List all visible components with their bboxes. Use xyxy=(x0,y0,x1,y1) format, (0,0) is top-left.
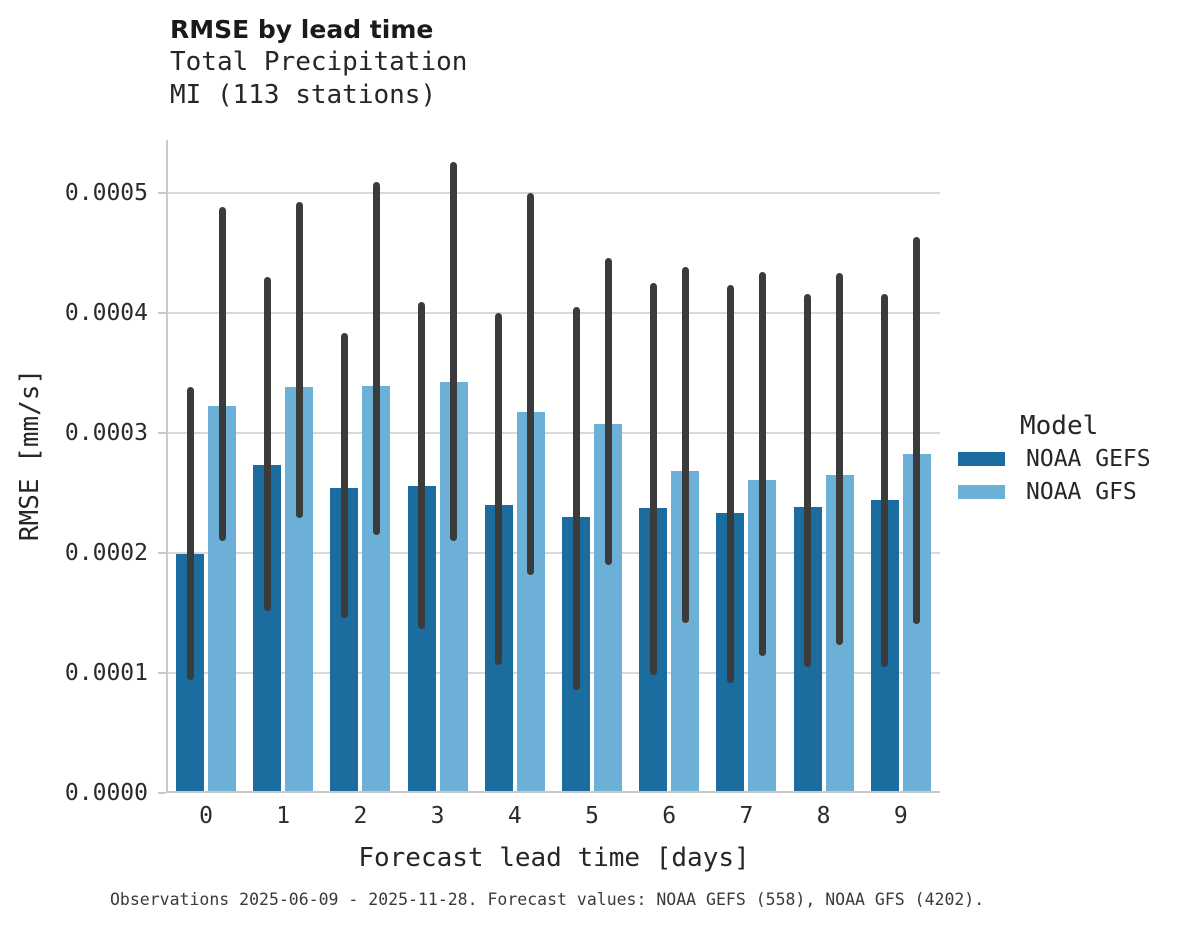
x-tick-label-1: 1 xyxy=(276,803,291,829)
errorbar-noaa-gfs-lead-6 xyxy=(681,267,689,623)
errorbar-noaa-gfs-lead-7 xyxy=(758,271,766,657)
legend-swatch-gfs xyxy=(958,484,1005,499)
x-tick-label-8: 8 xyxy=(816,803,831,829)
x-axis-title: Forecast lead time [days] xyxy=(358,843,750,873)
chart-subtitle-variable: Total Precipitation xyxy=(170,47,468,77)
caption: Observations 2025-06-09 - 2025-11-28. Fo… xyxy=(110,890,985,909)
errorbar-noaa-gefs-lead-8 xyxy=(804,293,812,667)
chart-title: RMSE by lead time xyxy=(170,15,434,44)
chart-header: RMSE by lead time Total Precipitation MI… xyxy=(170,14,467,112)
y-axis-tick-labels: 0.0000 0.0001 0.0002 0.0003 0.0004 0.0005 xyxy=(0,140,148,806)
errorbar-noaa-gefs-lead-2 xyxy=(340,333,348,618)
x-tick-label-6: 6 xyxy=(662,803,677,829)
y-tick-label-0.0005: 0.0005 xyxy=(64,179,148,206)
y-tick-mark-0.0004 xyxy=(158,311,166,314)
errorbar-noaa-gfs-lead-8 xyxy=(836,273,844,646)
x-tick-label-5: 5 xyxy=(585,803,599,829)
y-tick-label-0.0000: 0.0000 xyxy=(64,780,148,806)
x-axis-spine xyxy=(166,791,940,793)
y-tick-mark-0.0000 xyxy=(158,792,166,794)
gridline-0.0005 xyxy=(168,191,940,194)
legend-entry-gefs: NOAA GEFS xyxy=(958,442,1178,475)
errorbar-noaa-gfs-lead-4 xyxy=(527,192,535,575)
gridline-0.0001 xyxy=(168,671,940,674)
errorbar-noaa-gfs-lead-9 xyxy=(913,237,921,624)
errorbar-noaa-gefs-lead-9 xyxy=(881,293,889,667)
x-tick-label-2: 2 xyxy=(353,803,368,829)
y-tick-mark-0.0003 xyxy=(158,431,166,434)
errorbar-noaa-gfs-lead-5 xyxy=(604,257,612,565)
legend-entry-gfs: NOAA GFS xyxy=(958,475,1178,508)
errorbar-noaa-gfs-lead-0 xyxy=(218,207,226,541)
errorbar-noaa-gefs-lead-0 xyxy=(186,387,194,681)
gridline-0.0004 xyxy=(168,311,940,314)
y-tick-label-0.0003: 0.0003 xyxy=(64,419,148,446)
x-tick-label-7: 7 xyxy=(739,803,754,829)
plot-area: 0 1 2 3 4 5 6 7 8 9 xyxy=(158,140,940,829)
legend-label-gfs: NOAA GFS xyxy=(1026,478,1137,505)
errorbar-noaa-gefs-lead-3 xyxy=(418,301,426,629)
gridline-0.0002 xyxy=(168,551,940,554)
y-tick-mark-0.0002 xyxy=(158,551,166,554)
y-axis-spine xyxy=(166,140,168,793)
errorbar-noaa-gfs-lead-2 xyxy=(372,181,380,535)
errorbar-noaa-gefs-lead-6 xyxy=(649,282,657,676)
chart-subtitle-region: MI (113 stations) xyxy=(170,80,437,110)
x-tick-label-4: 4 xyxy=(507,803,522,829)
gridline-0.0003 xyxy=(168,431,940,434)
y-tick-label-0.0002: 0.0002 xyxy=(64,539,148,566)
errorbar-noaa-gfs-lead-3 xyxy=(450,161,458,541)
errorbar-noaa-gefs-lead-1 xyxy=(263,276,271,611)
y-tick-mark-0.0005 xyxy=(158,191,166,194)
y-tick-label-0.0001: 0.0001 xyxy=(64,659,148,686)
errorbar-noaa-gefs-lead-7 xyxy=(726,285,734,683)
errorbar-noaa-gefs-lead-5 xyxy=(572,306,580,690)
legend: Model NOAA GEFS NOAA GFS xyxy=(958,410,1178,508)
errorbar-noaa-gefs-lead-4 xyxy=(495,312,503,665)
legend-label-gefs: NOAA GEFS xyxy=(1026,445,1151,472)
x-tick-label-3: 3 xyxy=(430,803,445,829)
x-tick-label-0: 0 xyxy=(199,803,213,829)
y-tick-mark-0.0001 xyxy=(158,671,166,674)
x-tick-label-9: 9 xyxy=(893,803,908,829)
legend-title: Model xyxy=(1020,411,1099,441)
legend-swatch-gefs xyxy=(958,451,1005,466)
errorbar-noaa-gfs-lead-1 xyxy=(295,202,303,519)
y-tick-label-0.0004: 0.0004 xyxy=(64,299,148,326)
